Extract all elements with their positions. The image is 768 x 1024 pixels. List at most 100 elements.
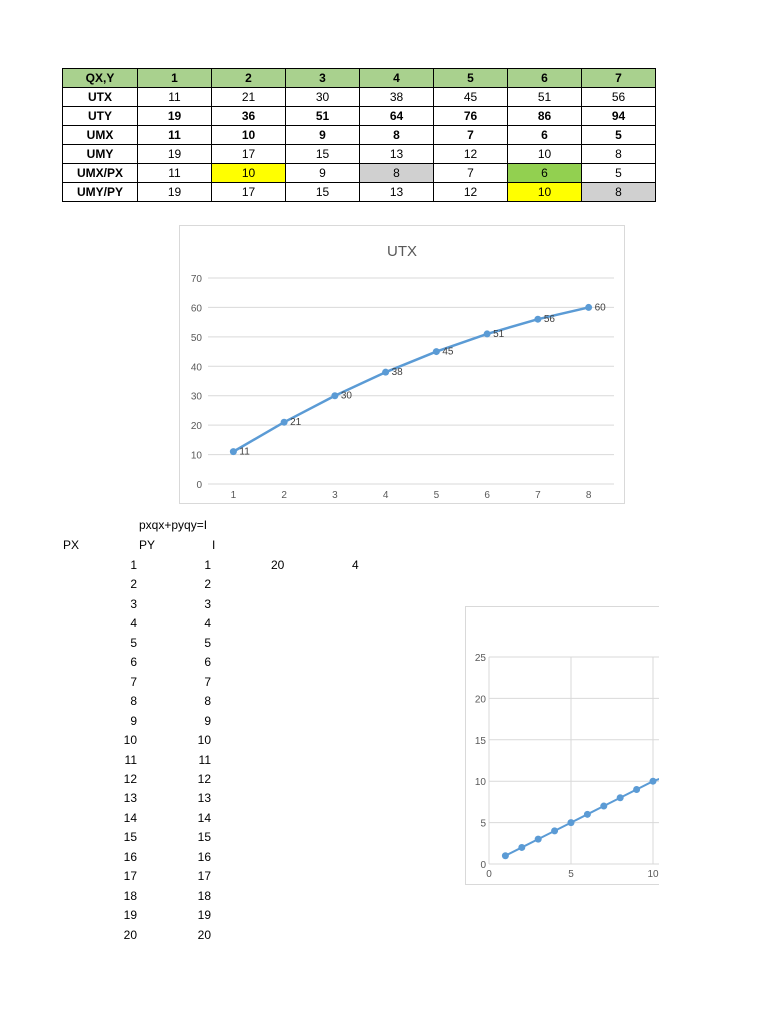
table-cell[interactable]: 6 <box>507 125 582 145</box>
px-value-cell[interactable]: 2 <box>130 577 137 592</box>
row-label[interactable]: UMX/PX <box>62 163 138 183</box>
table-cell[interactable]: 15 <box>285 144 360 164</box>
py-value-cell[interactable]: 20 <box>197 927 211 942</box>
table-cell[interactable]: 30 <box>285 87 360 107</box>
table-cell-highlight-yellow[interactable]: 10 <box>507 182 582 202</box>
table-cell[interactable]: 15 <box>285 182 360 202</box>
table-cell[interactable]: 94 <box>581 106 656 126</box>
py-value-cell[interactable]: 10 <box>197 733 211 748</box>
table-cell[interactable]: 8 <box>359 125 434 145</box>
py-value-cell[interactable]: 16 <box>197 849 211 864</box>
px-value-cell[interactable]: 18 <box>123 888 137 903</box>
py-value-cell[interactable]: 9 <box>204 713 211 728</box>
px-value-cell[interactable]: 19 <box>123 908 137 923</box>
table-cell[interactable]: 76 <box>433 106 508 126</box>
table-cell-highlight-green[interactable]: 6 <box>507 163 582 183</box>
table-cell[interactable]: 9 <box>285 125 360 145</box>
py-header-cell[interactable]: PY <box>139 538 156 552</box>
table-cell[interactable]: 51 <box>507 87 582 107</box>
py-value-cell[interactable]: 7 <box>204 674 211 689</box>
px-value-cell[interactable]: 13 <box>123 791 137 806</box>
px-value-cell[interactable]: 6 <box>130 655 137 670</box>
table-cell-highlight-yellow[interactable]: 10 <box>211 163 286 183</box>
table-cell[interactable]: 10 <box>507 144 582 164</box>
py-value-cell[interactable]: 18 <box>197 888 211 903</box>
table-cell[interactable]: 64 <box>359 106 434 126</box>
px-value-cell[interactable]: 15 <box>123 830 137 845</box>
scatter-chart[interactable]: 0 5 10 15 20 25 0 5 10 <box>465 606 659 885</box>
table-cell[interactable]: 13 <box>359 182 434 202</box>
py-value-cell[interactable]: 3 <box>204 596 211 611</box>
table-cell[interactable]: 17 <box>211 182 286 202</box>
px-value-cell[interactable]: 9 <box>130 713 137 728</box>
utx-line-chart[interactable]: UTX 0 10 20 30 40 50 60 70 1 2 3 4 5 6 7 8 11 21 30 38 45 51 5… <box>179 225 625 504</box>
row-label[interactable]: UMY <box>62 144 138 164</box>
table-cell[interactable]: 21 <box>211 87 286 107</box>
value-cell-a[interactable]: 20 <box>271 558 285 572</box>
row-label[interactable]: UTX <box>62 87 138 107</box>
py-value-cell[interactable]: 5 <box>204 635 211 650</box>
table-cell[interactable]: 12 <box>433 182 508 202</box>
value-cell-b[interactable]: 4 <box>352 558 359 572</box>
px-value-cell[interactable]: 7 <box>130 674 137 689</box>
table-cell[interactable]: 9 <box>285 163 360 183</box>
py-value-cell[interactable]: 14 <box>197 810 211 825</box>
py-value-cell[interactable]: 2 <box>204 577 211 592</box>
py-value-cell[interactable]: 19 <box>197 908 211 923</box>
table-cell[interactable]: 45 <box>433 87 508 107</box>
header-cell[interactable]: 3 <box>285 68 360 88</box>
py-value-cell[interactable]: 17 <box>197 869 211 884</box>
py-value-cell[interactable]: 6 <box>204 655 211 670</box>
px-value-cell[interactable]: 14 <box>123 810 137 825</box>
table-cell[interactable]: 13 <box>359 144 434 164</box>
table-cell[interactable]: 56 <box>581 87 656 107</box>
table-cell[interactable]: 17 <box>211 144 286 164</box>
table-cell[interactable]: 19 <box>137 144 212 164</box>
table-cell[interactable]: 38 <box>359 87 434 107</box>
row-label[interactable]: UMX <box>62 125 138 145</box>
table-cell[interactable]: 7 <box>433 125 508 145</box>
table-cell[interactable]: 7 <box>433 163 508 183</box>
header-cell[interactable]: 6 <box>507 68 582 88</box>
table-cell[interactable]: 5 <box>581 125 656 145</box>
px-value-cell[interactable]: 16 <box>123 849 137 864</box>
py-value-cell[interactable]: 4 <box>204 616 211 631</box>
table-cell[interactable]: 11 <box>137 125 212 145</box>
formula-cell[interactable]: pxqx+pyqy=I <box>139 518 208 532</box>
px-value-cell[interactable]: 12 <box>123 771 137 786</box>
table-cell[interactable]: 5 <box>581 163 656 183</box>
px-header-cell[interactable]: PX <box>63 538 80 552</box>
px-value-cell[interactable]: 3 <box>130 596 137 611</box>
px-value-cell[interactable]: 10 <box>123 733 137 748</box>
table-cell[interactable]: 10 <box>211 125 286 145</box>
py-value-cell[interactable]: 11 <box>198 752 211 767</box>
py-value-cell[interactable]: 8 <box>204 694 211 709</box>
px-value-cell[interactable]: 11 <box>124 752 137 767</box>
table-cell-highlight-gray[interactable]: 8 <box>581 182 656 202</box>
header-cell[interactable]: 7 <box>581 68 656 88</box>
header-cell[interactable]: 5 <box>433 68 508 88</box>
header-cell[interactable]: 2 <box>211 68 286 88</box>
px-value-cell[interactable]: 1 <box>130 558 137 572</box>
header-cell[interactable]: 4 <box>359 68 434 88</box>
px-value-cell[interactable]: 17 <box>123 869 137 884</box>
px-value-cell[interactable]: 4 <box>130 616 137 631</box>
table-cell[interactable]: 86 <box>507 106 582 126</box>
row-label[interactable]: UMY/PY <box>62 182 138 202</box>
py-value-cell[interactable]: 12 <box>197 771 211 786</box>
table-cell[interactable]: 12 <box>433 144 508 164</box>
px-value-cell[interactable]: 8 <box>130 694 137 709</box>
px-value-cell[interactable]: 20 <box>123 927 137 942</box>
py-value-cell[interactable]: 15 <box>197 830 211 845</box>
table-cell-highlight-gray[interactable]: 8 <box>359 163 434 183</box>
py-value-cell[interactable]: 1 <box>204 558 211 572</box>
table-cell[interactable]: 51 <box>285 106 360 126</box>
table-cell[interactable]: 19 <box>137 106 212 126</box>
row-label[interactable]: UTY <box>62 106 138 126</box>
header-cell[interactable]: QX,Y <box>62 68 138 88</box>
table-cell[interactable]: 8 <box>581 144 656 164</box>
table-cell[interactable]: 11 <box>137 87 212 107</box>
table-cell[interactable]: 36 <box>211 106 286 126</box>
header-cell[interactable]: 1 <box>137 68 212 88</box>
i-header-cell[interactable]: I <box>212 538 216 552</box>
